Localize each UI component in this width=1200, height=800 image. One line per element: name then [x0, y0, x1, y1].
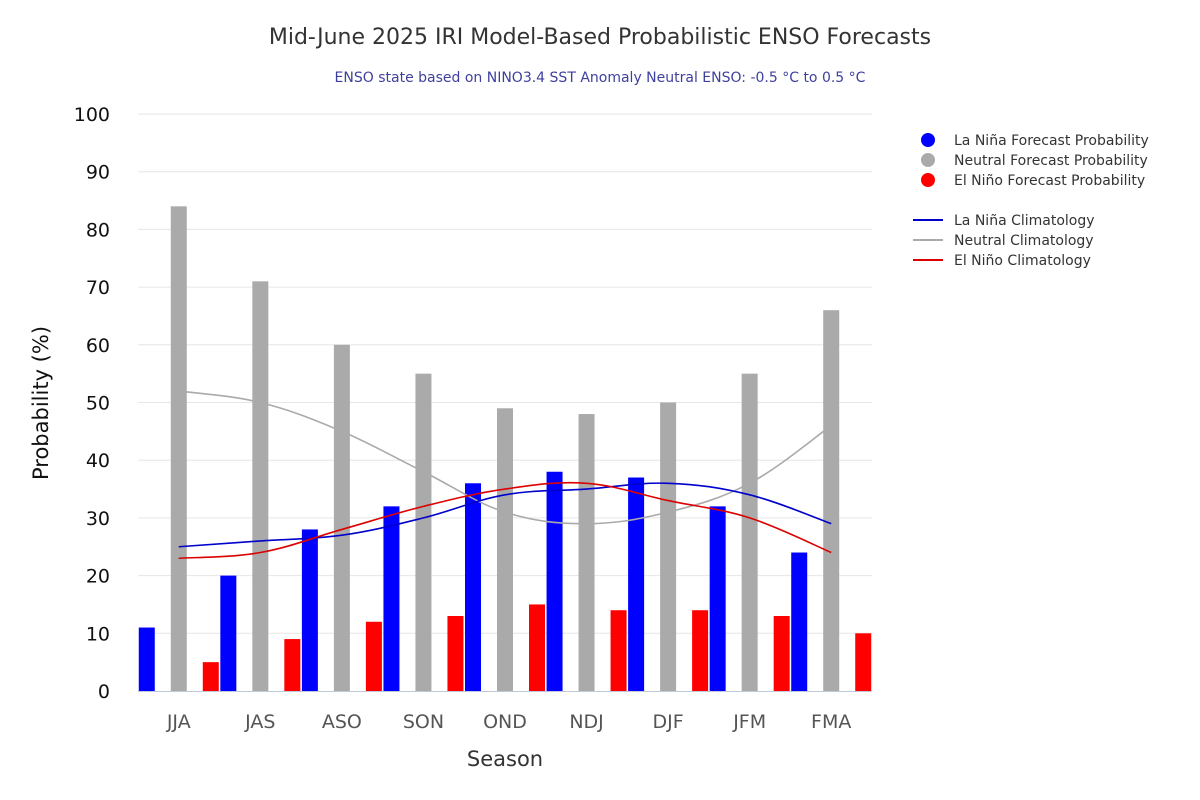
x-tick-label: SON [403, 711, 444, 733]
legend-marker [921, 133, 935, 147]
legend-label: El Niño Forecast Probability [954, 173, 1145, 189]
y-axis-label: Probability (%) [29, 326, 53, 480]
y-tick-label: 20 [86, 566, 110, 588]
chart-subtitle: ENSO state based on NINO3.4 SST Anomaly … [335, 70, 866, 86]
el-nino-bar [529, 604, 545, 691]
neutral-bar [415, 373, 432, 691]
la-nina-bar [138, 627, 155, 691]
la-nina-bar [791, 552, 808, 691]
la-nina-bar [546, 471, 563, 691]
la-nina-bar [220, 575, 237, 691]
y-tick-label: 40 [86, 450, 110, 472]
neutral-bar [660, 402, 677, 691]
el-nino-bar [365, 621, 382, 691]
neutral-bar [741, 373, 758, 691]
x-tick-label: OND [483, 711, 527, 733]
climatology-lines [178, 390, 832, 560]
legend-label: La Niña Forecast Probability [954, 133, 1149, 149]
y-tick-label: 10 [86, 623, 110, 645]
neutral-climatology-line [178, 390, 832, 525]
legend-label: La Niña Climatology [954, 213, 1095, 229]
y-tick-label: 30 [86, 508, 110, 530]
legend-marker [921, 153, 935, 167]
neutral-bar [252, 281, 269, 691]
la-nina-bar [709, 506, 726, 691]
la-nina-climatology-line [178, 482, 832, 548]
legend-label: Neutral Forecast Probability [954, 153, 1148, 169]
x-axis-ticks: JJA JAS ASO SON OND NDJ DJF JFM FMA [166, 711, 852, 733]
legend-label: Neutral Climatology [954, 233, 1094, 249]
x-tick-label: JAS [244, 711, 275, 733]
y-tick-label: 60 [86, 335, 110, 357]
la-nina-bar [383, 506, 400, 691]
bars [138, 206, 872, 691]
la-nina-bar [465, 483, 481, 691]
legend: La Niña Forecast Probability Neutral Fore… [913, 133, 1149, 269]
y-tick-label: 80 [86, 219, 110, 241]
chart-title: Mid-June 2025 IRI Model-Based Probabilis… [269, 25, 931, 50]
la-nina-bar [628, 477, 645, 691]
legend-label: El Niño Climatology [954, 253, 1091, 269]
el-nino-bar [692, 610, 709, 691]
el-nino-climatology-line [178, 481, 832, 560]
y-axis-ticks: 0 10 20 30 40 50 60 70 80 90 100 [74, 104, 110, 703]
la-nina-bar [301, 529, 318, 691]
el-nino-bar [447, 615, 464, 691]
neutral-bar [823, 310, 840, 691]
y-tick-label: 50 [86, 393, 110, 415]
el-nino-bar [202, 662, 219, 691]
el-nino-bar [855, 633, 872, 691]
y-tick-label: 100 [74, 104, 110, 126]
x-tick-label: NDJ [569, 711, 603, 733]
x-tick-label: DJF [653, 711, 684, 733]
el-nino-bar [610, 610, 627, 691]
x-tick-label: JFM [732, 711, 766, 733]
legend-marker [921, 173, 935, 187]
neutral-bar [578, 414, 595, 691]
neutral-bar [497, 408, 513, 691]
el-nino-bar [773, 615, 790, 691]
x-axis-label: Season [467, 747, 543, 771]
y-tick-label: 70 [86, 277, 110, 299]
x-tick-label: ASO [322, 711, 362, 733]
el-nino-bar [284, 639, 301, 691]
neutral-bar [333, 344, 350, 691]
x-tick-label: JJA [166, 711, 191, 733]
x-tick-label: FMA [811, 711, 851, 733]
y-tick-label: 90 [86, 162, 110, 184]
neutral-bar [170, 206, 187, 691]
y-tick-label: 0 [98, 681, 110, 703]
